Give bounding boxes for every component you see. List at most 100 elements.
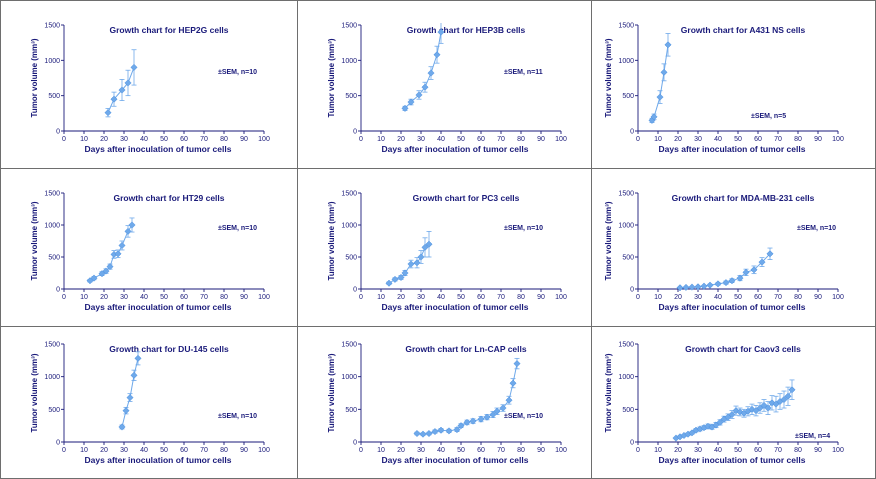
x-tick-label: 100 xyxy=(832,294,844,301)
x-tick-label: 80 xyxy=(220,136,228,143)
data-point-marker xyxy=(90,274,98,282)
x-tick-label: 100 xyxy=(832,136,844,143)
growth-chart-svg: Growth chart for MDA-MB-231 cells 0 10 20 30… xyxy=(604,191,844,313)
x-tick-label: 60 xyxy=(180,447,188,454)
data-point-marker xyxy=(425,240,433,248)
y-tick-label: 1000 xyxy=(341,58,357,65)
x-tick-label: 50 xyxy=(160,447,168,454)
x-tick-label: 30 xyxy=(120,294,128,301)
panel-divider-vertical xyxy=(297,0,298,479)
data-point-marker xyxy=(650,113,658,121)
data-point-marker xyxy=(732,407,740,415)
y-tick-label: 1500 xyxy=(341,342,357,349)
x-axis-label: Days after inoculation of tumor cells xyxy=(85,455,232,465)
x-tick-label: 70 xyxy=(200,136,208,143)
x-tick-label: 40 xyxy=(140,136,148,143)
data-point-marker xyxy=(397,273,405,282)
x-tick-label: 60 xyxy=(754,294,762,301)
x-tick-label: 10 xyxy=(377,447,385,454)
x-tick-label: 50 xyxy=(160,294,168,301)
x-tick-label: 80 xyxy=(794,294,802,301)
y-tick-label: 1000 xyxy=(618,58,634,65)
x-tick-label: 80 xyxy=(794,447,802,454)
x-tick-label: 50 xyxy=(457,294,465,301)
x-tick-label: 60 xyxy=(477,447,485,454)
data-point-marker xyxy=(660,68,668,76)
sem-annotation: ±SEM, n=5 xyxy=(751,113,786,120)
x-tick-label: 50 xyxy=(734,136,742,143)
series-line xyxy=(89,224,133,282)
data-point-marker xyxy=(505,396,513,404)
y-tick-label: 1500 xyxy=(618,23,634,30)
x-tick-label: 40 xyxy=(714,447,722,454)
y-tick-label: 0 xyxy=(56,440,60,447)
data-point-marker xyxy=(714,280,722,288)
data-point-marker xyxy=(401,269,409,277)
panel-divider-vertical xyxy=(591,0,592,479)
data-point-marker xyxy=(509,379,517,387)
data-point-marker xyxy=(421,83,429,91)
x-tick-label: 20 xyxy=(674,136,682,143)
y-tick-label: 0 xyxy=(630,129,634,136)
x-tick-label: 70 xyxy=(497,447,505,454)
y-axis-label: Tumor volume (mm³) xyxy=(604,201,613,280)
sem-annotation: ±SEM, n=10 xyxy=(218,225,257,232)
chart-title: Growth chart for MDA-MB-231 cells xyxy=(672,193,815,203)
y-tick-label: 500 xyxy=(48,407,60,414)
x-axis-label: Days after inoculation of tumor cells xyxy=(659,455,806,465)
x-axis-label: Days after inoculation of tumor cells xyxy=(659,302,806,312)
data-point-marker xyxy=(130,63,138,71)
y-tick-label: 1000 xyxy=(44,58,60,65)
x-tick-label: 80 xyxy=(220,447,228,454)
growth-chart-svg: Growth chart for HEP2G cells 0 10 20 30 40 50 6… xyxy=(30,23,270,155)
data-point-marker xyxy=(758,258,766,266)
series-line xyxy=(404,31,442,109)
sem-annotation: ±SEM, n=4 xyxy=(795,433,830,440)
x-tick-label: 70 xyxy=(200,447,208,454)
data-point-marker xyxy=(676,284,684,291)
y-tick-label: 0 xyxy=(353,129,357,136)
x-tick-label: 40 xyxy=(437,447,445,454)
data-point-marker xyxy=(433,51,441,59)
data-point-marker xyxy=(128,221,136,229)
y-tick-label: 500 xyxy=(622,407,634,414)
y-tick-label: 1500 xyxy=(618,191,634,198)
data-point-marker xyxy=(513,360,521,368)
data-point-marker xyxy=(102,267,110,275)
data-point-marker xyxy=(788,386,796,394)
chart-panel: Growth chart for MDA-MB-231 cells 0 10 20 30… xyxy=(591,168,876,326)
x-tick-label: 100 xyxy=(258,294,270,301)
series-group xyxy=(118,351,142,431)
x-tick-label: 20 xyxy=(397,447,405,454)
y-tick-label: 0 xyxy=(630,287,634,294)
data-point-marker xyxy=(728,411,736,419)
x-axis-label: Days after inoculation of tumor cells xyxy=(659,144,806,154)
x-tick-label: 100 xyxy=(555,294,567,301)
x-tick-label: 20 xyxy=(100,294,108,301)
data-point-marker xyxy=(114,250,122,258)
y-tick-label: 1000 xyxy=(618,374,634,381)
y-tick-label: 500 xyxy=(345,255,357,262)
chart-title: Growth chart for HT29 cells xyxy=(114,193,225,203)
x-tick-label: 50 xyxy=(457,136,465,143)
x-tick-label: 70 xyxy=(774,294,782,301)
data-point-marker xyxy=(118,241,126,250)
x-tick-label: 40 xyxy=(714,294,722,301)
chart-title: Growth chart for Caov3 cells xyxy=(685,344,801,354)
x-tick-label: 70 xyxy=(774,447,782,454)
chart-title: Growth chart for Ln-CAP cells xyxy=(405,344,526,354)
x-tick-label: 60 xyxy=(754,136,762,143)
data-point-marker xyxy=(784,392,792,400)
x-axis-label: Days after inoculation of tumor cells xyxy=(382,144,529,154)
x-axis-label: Days after inoculation of tumor cells xyxy=(85,144,232,154)
x-tick-label: 0 xyxy=(636,447,640,454)
y-tick-label: 500 xyxy=(48,255,60,262)
y-tick-label: 1000 xyxy=(44,374,60,381)
data-point-marker xyxy=(493,407,501,415)
data-point-marker xyxy=(106,263,114,271)
y-axis-label: Tumor volume (mm³) xyxy=(30,353,39,432)
y-axis-label: Tumor volume (mm³) xyxy=(327,201,336,280)
data-point-marker xyxy=(417,253,425,261)
x-tick-label: 0 xyxy=(62,447,66,454)
data-point-marker xyxy=(706,281,714,289)
